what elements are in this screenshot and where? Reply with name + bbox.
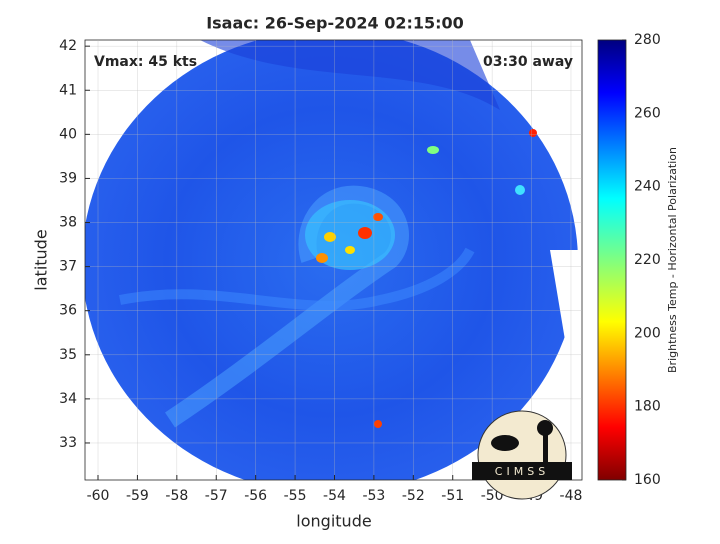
annotation: 03:30 away bbox=[483, 54, 573, 70]
image bbox=[85, 40, 582, 480]
colorbar-tick-label: 160 bbox=[634, 472, 661, 488]
plot-frame bbox=[84, 39, 583, 481]
x-tick-label: -57 bbox=[205, 488, 228, 504]
x-tick-label: -55 bbox=[284, 488, 307, 504]
y-tick-label: 39 bbox=[59, 170, 77, 186]
x-tick-label: -52 bbox=[402, 488, 425, 504]
colorbar-tick-label: 220 bbox=[634, 252, 661, 268]
colorbar-tick-label: 240 bbox=[634, 179, 661, 195]
x-tick-label: -58 bbox=[165, 488, 188, 504]
colorbar-tick-label: 280 bbox=[634, 32, 661, 48]
logo-text: CIMSS bbox=[495, 465, 549, 478]
x-tick-label: -54 bbox=[323, 488, 346, 504]
y-tick-label: 38 bbox=[59, 215, 77, 231]
x-tick-label: -53 bbox=[362, 488, 385, 504]
y-tick-label: 37 bbox=[59, 259, 77, 275]
y-tick-label: 41 bbox=[59, 82, 77, 98]
y-tick-label: 40 bbox=[59, 126, 77, 142]
colorbar-tick-label: 180 bbox=[634, 399, 661, 415]
colorbar bbox=[597, 39, 627, 481]
colorbar-tick-label: 200 bbox=[634, 325, 661, 341]
logo: CIMSS bbox=[472, 410, 572, 500]
annotation: Vmax: 45 kts bbox=[94, 54, 197, 70]
x-tick-label: -59 bbox=[126, 488, 149, 504]
y-axis-label: latitude bbox=[32, 229, 51, 290]
chart-title: Isaac: 26-Sep-2024 02:15:00 bbox=[206, 14, 464, 33]
colorbar-label: Brightness Temp - Horizontal Polarizatio… bbox=[666, 147, 679, 373]
y-tick-label: 42 bbox=[59, 38, 77, 54]
x-tick-label: -56 bbox=[244, 488, 267, 504]
y-tick-label: 34 bbox=[59, 391, 77, 407]
x-tick-label: -60 bbox=[87, 488, 110, 504]
y-tick-label: 35 bbox=[59, 347, 77, 363]
colorbar-tick-label: 260 bbox=[634, 105, 661, 121]
x-tick-label: -51 bbox=[441, 488, 464, 504]
y-tick-label: 33 bbox=[59, 435, 77, 451]
x-axis-label: longitude bbox=[296, 512, 371, 531]
y-tick-label: 36 bbox=[59, 303, 77, 319]
x-tick-label: -48 bbox=[560, 488, 583, 504]
